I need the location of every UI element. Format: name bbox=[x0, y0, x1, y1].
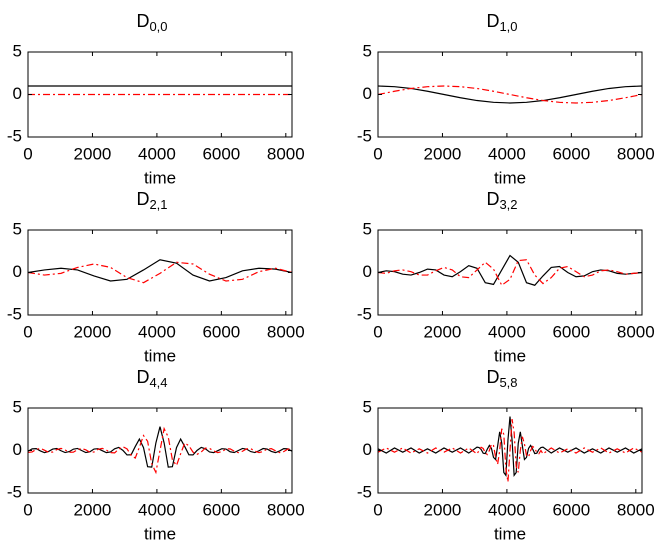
title-main: D bbox=[136, 367, 149, 387]
series-line bbox=[28, 426, 292, 475]
x-tick-label: 2000 bbox=[74, 500, 112, 519]
y-tick-label: 0 bbox=[13, 440, 22, 459]
x-tick-label: 2000 bbox=[424, 144, 462, 163]
y-tick-label: 5 bbox=[363, 219, 372, 238]
axes-frame bbox=[377, 51, 643, 138]
title-subscript: 4,4 bbox=[149, 375, 167, 390]
x-axis-label: time bbox=[494, 168, 526, 187]
y-tick-label: 0 bbox=[13, 84, 22, 103]
y-tick-label: 0 bbox=[363, 262, 372, 281]
y-tick-label: -5 bbox=[357, 304, 372, 323]
x-tick-label: 4000 bbox=[488, 322, 526, 341]
y-tick-label: 5 bbox=[363, 397, 372, 416]
x-tick-label: 8000 bbox=[617, 144, 655, 163]
series-line bbox=[378, 254, 642, 286]
x-tick-label: 2000 bbox=[74, 144, 112, 163]
x-tick-label: 2000 bbox=[424, 500, 462, 519]
x-tick-label: 8000 bbox=[267, 144, 305, 163]
title-subscript: 3,2 bbox=[499, 197, 517, 212]
x-tick-label: 8000 bbox=[617, 322, 655, 341]
title-main: D bbox=[136, 11, 149, 31]
series-line bbox=[378, 85, 642, 104]
x-axis-label: time bbox=[494, 346, 526, 365]
series-line bbox=[378, 418, 642, 483]
x-tick-label: 6000 bbox=[552, 500, 590, 519]
axes-frame bbox=[27, 229, 293, 316]
y-tick-label: 5 bbox=[363, 41, 372, 60]
x-tick-label: 8000 bbox=[267, 500, 305, 519]
x-tick-label: 4000 bbox=[488, 144, 526, 163]
y-tick-label: -5 bbox=[7, 482, 22, 501]
x-tick-label: 6000 bbox=[552, 322, 590, 341]
x-tick-label: 0 bbox=[373, 322, 382, 341]
x-tick-label: 8000 bbox=[267, 322, 305, 341]
series-line bbox=[28, 261, 292, 284]
series-line bbox=[378, 85, 642, 104]
title-main: D bbox=[486, 11, 499, 31]
title-main: D bbox=[486, 367, 499, 387]
x-tick-label: 4000 bbox=[138, 322, 176, 341]
y-tick-label: 0 bbox=[13, 262, 22, 281]
x-tick-label: 6000 bbox=[202, 500, 240, 519]
x-tick-label: 0 bbox=[373, 144, 382, 163]
title-subscript: 0,0 bbox=[149, 19, 167, 34]
subplot-title: D2,1 bbox=[136, 189, 167, 213]
y-tick-label: -5 bbox=[357, 482, 372, 501]
title-subscript: 5,8 bbox=[499, 375, 517, 390]
x-tick-label: 4000 bbox=[138, 144, 176, 163]
y-tick-label: -5 bbox=[357, 126, 372, 145]
subplot-title: D0,0 bbox=[136, 11, 167, 35]
x-tick-label: 2000 bbox=[74, 322, 112, 341]
y-tick-label: 5 bbox=[13, 397, 22, 416]
subplot-title: D4,4 bbox=[136, 367, 167, 391]
x-axis-label: time bbox=[144, 524, 176, 543]
x-tick-label: 2000 bbox=[424, 322, 462, 341]
series-line bbox=[378, 259, 642, 287]
title-subscript: 2,1 bbox=[149, 197, 167, 212]
series-line bbox=[28, 426, 292, 468]
x-tick-label: 8000 bbox=[617, 500, 655, 519]
y-tick-label: -5 bbox=[7, 126, 22, 145]
x-tick-label: 0 bbox=[23, 500, 32, 519]
title-main: D bbox=[486, 189, 499, 209]
x-tick-label: 6000 bbox=[202, 322, 240, 341]
x-axis-label: time bbox=[144, 168, 176, 187]
title-subscript: 1,0 bbox=[499, 19, 517, 34]
series-line bbox=[28, 259, 292, 282]
y-tick-label: 0 bbox=[363, 84, 372, 103]
subplot-title: D5,8 bbox=[486, 367, 517, 391]
x-tick-label: 6000 bbox=[202, 144, 240, 163]
x-tick-label: 4000 bbox=[488, 500, 526, 519]
title-main: D bbox=[136, 189, 149, 209]
x-tick-label: 0 bbox=[23, 322, 32, 341]
subplot-title: D3,2 bbox=[486, 189, 517, 213]
y-tick-label: 0 bbox=[363, 440, 372, 459]
y-tick-label: 5 bbox=[13, 41, 22, 60]
y-tick-label: -5 bbox=[7, 304, 22, 323]
axes-frame bbox=[27, 407, 293, 494]
x-tick-label: 6000 bbox=[552, 144, 590, 163]
x-axis-label: time bbox=[494, 524, 526, 543]
x-tick-label: 4000 bbox=[138, 500, 176, 519]
y-tick-label: 5 bbox=[13, 219, 22, 238]
subplot-title: D1,0 bbox=[486, 11, 517, 35]
x-tick-label: 0 bbox=[23, 144, 32, 163]
x-tick-label: 0 bbox=[373, 500, 382, 519]
x-axis-label: time bbox=[144, 346, 176, 365]
